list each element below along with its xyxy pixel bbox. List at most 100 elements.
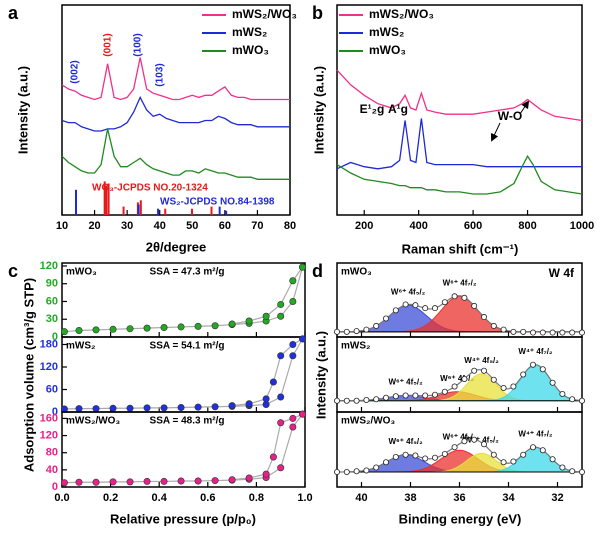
spectrum-line	[61, 57, 290, 101]
isotherm-point	[245, 474, 253, 482]
legend-label: mWS₂/WO₃	[369, 7, 434, 21]
measured-point	[559, 464, 566, 471]
y-tick-label: 60	[46, 383, 58, 395]
measured-point	[530, 444, 537, 451]
isotherm-point	[269, 453, 277, 461]
x-tick-label: 36	[453, 492, 465, 504]
component-label: W⁶⁺ 4f₇/₂	[443, 432, 477, 441]
measured-point	[392, 453, 399, 460]
isotherm-point	[109, 478, 117, 486]
isotherm-point	[194, 477, 202, 485]
isotherm-point	[160, 477, 168, 485]
annotation: (100)	[133, 33, 144, 56]
measured-point	[333, 397, 340, 404]
measured-point	[461, 294, 468, 301]
measured-point	[480, 441, 487, 448]
x-tick-label: 200	[355, 220, 373, 232]
panel: b Intensity (a.u.) Raman shift (cm⁻¹) 200 40…	[311, 3, 594, 257]
measured-point	[392, 307, 399, 314]
x-tick-label: 0.4	[152, 492, 168, 504]
sample-label: mWO₃	[341, 267, 372, 278]
measured-point	[471, 436, 478, 443]
measured-point	[500, 459, 507, 466]
measured-point	[431, 305, 438, 312]
isotherm-point	[211, 477, 219, 485]
isotherm-line	[64, 338, 304, 410]
panel-label: a	[8, 3, 19, 23]
isotherm-point	[60, 479, 68, 487]
isotherm-point	[289, 423, 297, 431]
measured-point	[392, 393, 399, 400]
component-label: W⁴⁺ 4f₅/₂	[464, 435, 499, 444]
measured-point	[490, 451, 497, 458]
legend-label: mWS₂	[232, 25, 267, 39]
x-tick-label: 0.6	[200, 492, 215, 504]
reference-label: WO₃-JCPDS NO.20-1324	[92, 183, 208, 194]
x-axis-label: 2θ/degree	[146, 239, 207, 254]
x-tick-label: 60	[219, 220, 231, 232]
measured-point	[510, 328, 517, 335]
x-axis-label: Relative pressure (p/p₀)	[110, 511, 256, 526]
sample-label: mWS₂	[66, 341, 95, 352]
measured-point	[569, 329, 576, 336]
isotherm-point	[277, 419, 285, 427]
x-tick-label: 30	[121, 220, 133, 232]
sample-label: mWO₃	[66, 267, 97, 278]
isotherm-point	[109, 404, 117, 412]
measured-point	[530, 361, 537, 368]
measured-point	[412, 392, 419, 399]
x-tick-label: 34	[502, 492, 515, 504]
isotherm-point	[75, 405, 83, 413]
panel: a Intensity (a.u.) 2θ/degree 10 20 30 40 50 60 70…	[8, 3, 297, 255]
x-tick-label: 1.0	[297, 492, 312, 504]
isotherm-point	[299, 335, 307, 343]
panel-label: b	[312, 3, 323, 23]
measured-point	[510, 383, 517, 390]
legend-label: mWS₂	[369, 25, 404, 39]
panel-label: d	[312, 261, 323, 281]
panel: d Intensity (a.u.) W⁶⁺ 4f₅/₂ W⁶⁺ 4f₇/₂ mWO₃ W…	[312, 261, 586, 419]
measured-point	[539, 366, 546, 373]
measured-point	[569, 396, 576, 403]
spectrum-line	[336, 69, 583, 122]
isotherm-point	[211, 403, 219, 411]
annotation: (001)	[103, 33, 114, 56]
spectrum-line	[336, 154, 583, 195]
component-label: W⁴⁺ 4f₇/₂	[518, 347, 552, 356]
y-tick-label: 120	[40, 361, 58, 373]
isotherm-point	[92, 326, 100, 334]
panel: Relative pressure (p/p₀) 0.0 0.2 0.4 0.6 0.8 1…	[40, 410, 313, 526]
x-tick-label: 10	[56, 220, 68, 232]
y-tick-label: 0	[52, 331, 58, 343]
measured-point	[373, 322, 380, 329]
isotherm-point	[194, 322, 202, 330]
isotherm-point	[277, 312, 285, 320]
measured-point	[461, 375, 468, 382]
isotherm-point	[60, 328, 68, 336]
isotherm-point	[289, 352, 297, 360]
measured-point	[422, 392, 429, 399]
isotherm-point	[126, 325, 134, 333]
isotherm-point	[177, 477, 185, 485]
isotherm-point	[126, 404, 134, 412]
sample-label: mWS₂/WO₃	[66, 416, 120, 427]
measured-point	[490, 322, 497, 329]
component-label: W⁶⁺ 4f₇/₂	[443, 278, 477, 287]
spectrum-line	[61, 95, 290, 132]
isotherm-point	[277, 300, 285, 308]
component-label: W⁶⁺ 4f₅/₂	[391, 287, 426, 296]
isotherm-point	[277, 464, 285, 472]
y-tick-label: 30	[46, 313, 58, 325]
measured-point	[441, 450, 448, 457]
measured-point	[549, 379, 556, 386]
measured-point	[382, 315, 389, 322]
isotherm-point	[299, 410, 307, 418]
isotherm-point	[194, 403, 202, 411]
isotherm-point	[143, 404, 151, 412]
measured-point	[539, 329, 546, 336]
y-tick-label: 60	[46, 295, 58, 307]
measured-point	[333, 468, 340, 475]
measured-point	[500, 384, 507, 391]
isotherm-point	[160, 404, 168, 412]
measured-point	[353, 468, 360, 475]
